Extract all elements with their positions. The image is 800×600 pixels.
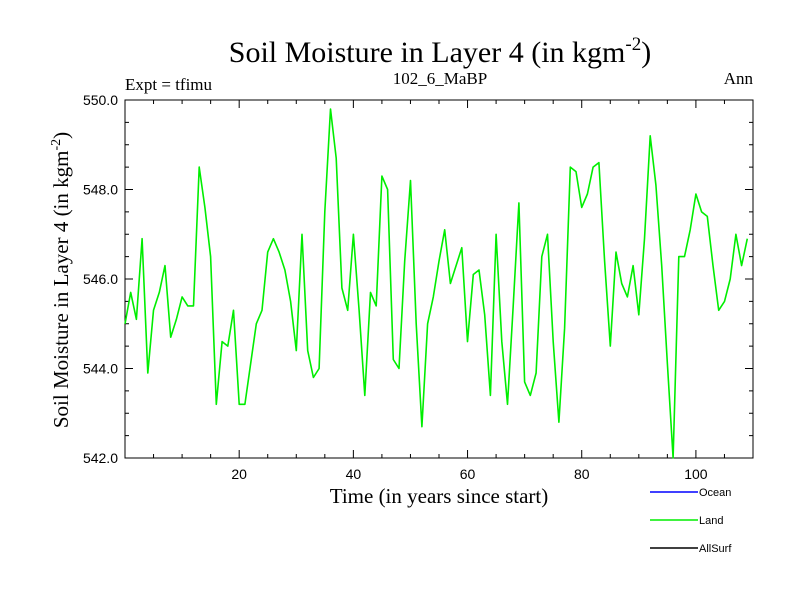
y-tick-label: 544.0	[83, 361, 118, 377]
x-tick-label: 40	[346, 466, 362, 482]
x-tick-label: 100	[684, 466, 708, 482]
y-axis-label: Soil Moisture in Layer 4 (in kgm-2)	[49, 132, 73, 428]
plot-frame	[124, 99, 754, 459]
legend-label-allsurf: AllSurf	[699, 543, 732, 555]
subtitle-left: Expt = tfimu	[125, 75, 213, 94]
y-axis-label-close: )	[49, 132, 73, 139]
chart-title-main: Soil Moisture in Layer 4 (in kgm	[229, 36, 626, 69]
y-axis-label-superscript: -2	[49, 139, 64, 151]
chart-title-close: )	[641, 36, 651, 69]
chart-title: Soil Moisture in Layer 4 (in kgm-2)	[229, 34, 651, 69]
chart-title-superscript: -2	[625, 34, 641, 55]
y-axis-label-main: Soil Moisture in Layer 4 (in kgm	[49, 151, 73, 429]
subtitle-right: Ann	[724, 69, 754, 88]
y-axis-ticks: 542.0 544.0 546.0 548.0 550.0	[83, 92, 753, 466]
y-tick-label: 548.0	[83, 182, 118, 198]
legend-label-ocean: Ocean	[699, 487, 731, 499]
x-axis-label: Time (in years since start)	[330, 484, 549, 508]
x-tick-label: 80	[574, 466, 590, 482]
x-tick-label: 60	[460, 466, 476, 482]
y-tick-label: 550.0	[83, 92, 118, 108]
y-tick-label: 542.0	[83, 450, 118, 466]
legend-label-land: Land	[699, 515, 723, 527]
legend: Ocean Land AllSurf	[650, 487, 732, 555]
x-axis-ticks: 20 40 60 80 100	[153, 100, 725, 482]
series-line-land	[124, 108, 749, 459]
x-tick-label: 20	[231, 466, 247, 482]
subtitle-center: 102_6_MaBP	[393, 69, 487, 88]
y-tick-label: 546.0	[83, 271, 118, 287]
